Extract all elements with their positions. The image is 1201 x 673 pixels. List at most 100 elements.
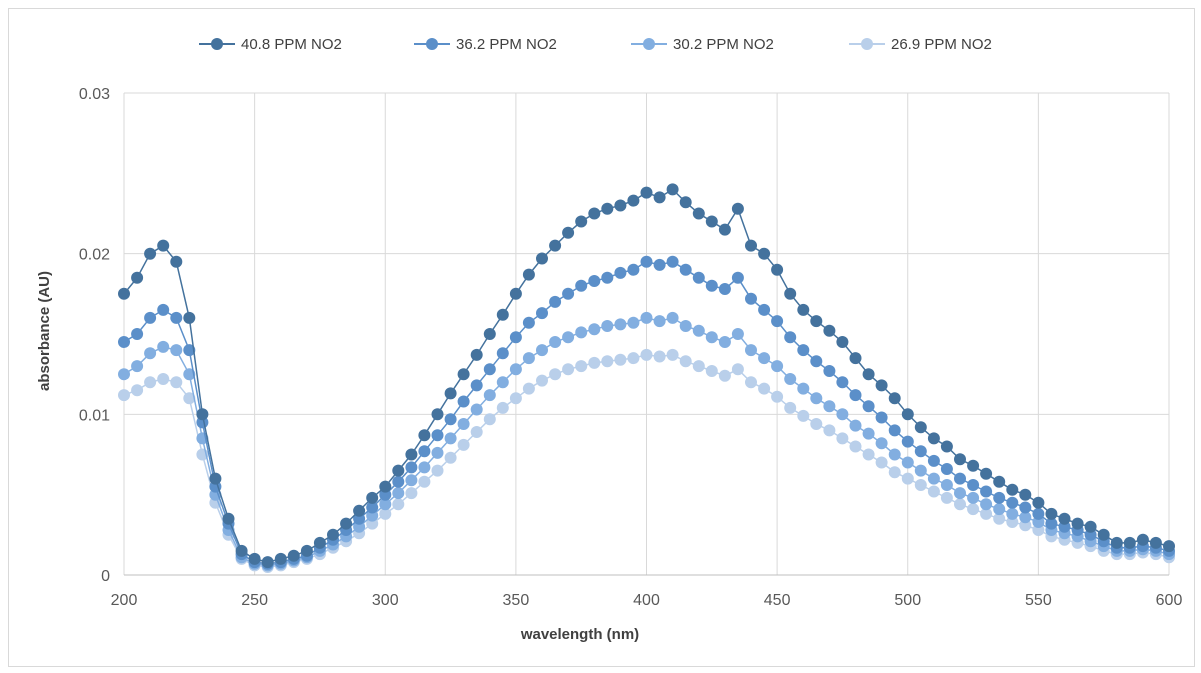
y-tick-label: 0.01 [79,407,110,424]
data-point [823,424,836,437]
legend-item: 36.2 PPM NO2 [414,36,557,53]
data-point [888,424,901,437]
data-point [1019,511,1032,524]
data-point [862,427,875,440]
data-point [627,316,640,329]
y-axis-title: absorbance (AU) [36,271,53,391]
data-point [1006,496,1019,509]
data-point [509,287,522,300]
data-point [731,202,744,215]
data-point [575,215,588,228]
data-point [444,432,457,445]
data-point [144,376,157,389]
data-point [183,311,196,324]
data-point [183,392,196,405]
data-point [483,389,496,402]
data-point [679,320,692,332]
data-point [927,432,940,445]
data-point [954,472,966,485]
data-point [1019,501,1032,514]
data-point [431,464,444,477]
data-point [745,292,757,305]
data-point [549,295,562,308]
data-point [522,268,535,281]
x-tick-label: 300 [372,592,399,609]
data-point [144,311,157,324]
data-point [327,528,339,541]
x-tick-label: 400 [633,592,660,609]
legend-label: 26.9 PPM NO2 [891,36,992,53]
data-point [771,390,784,403]
data-point [718,283,731,295]
x-tick-label: 450 [764,592,791,609]
data-point [980,467,993,480]
x-tick-label: 600 [1156,592,1183,609]
data-point [313,536,326,549]
y-tick-label: 0 [101,568,110,585]
data-point [235,544,248,557]
data-point [927,485,940,498]
data-point [627,194,640,207]
data-point [810,418,823,430]
data-point [810,392,823,405]
data-point [836,408,849,421]
data-point [967,491,980,504]
legend-marker [426,38,438,50]
data-point [431,408,444,421]
data-point [914,421,927,434]
data-point [496,376,509,389]
data-point [379,507,392,520]
data-point [745,239,757,252]
data-point [823,400,836,413]
x-axis-title: wavelength (nm) [520,626,639,643]
data-point [718,223,731,236]
data-point [431,446,444,459]
data-point [1071,517,1084,530]
data-point [731,271,744,284]
data-point [131,328,144,340]
data-point [470,379,483,392]
data-point [849,389,862,402]
data-point [927,454,940,467]
data-point [731,328,744,340]
data-point [771,263,784,276]
data-point [144,247,157,260]
data-point [640,186,653,199]
chart-area: 200 250 300 350 400 450 500 550 600 0 0.01 0.02 0.03… [8,8,1195,667]
data-point [575,360,588,373]
data-point [784,401,797,414]
data-point [640,348,653,361]
legend-item: 40.8 PPM NO2 [199,36,342,53]
series-0 [118,183,1175,569]
data-point [980,498,993,511]
data-point [1045,507,1058,520]
data-point [588,275,601,287]
data-point [536,374,548,387]
data-point [967,459,980,472]
data-point [875,437,888,450]
data-point [431,429,444,442]
data-point [614,266,627,279]
data-point [131,271,144,284]
data-point [940,463,953,475]
data-point [522,352,535,365]
data-point [810,355,823,368]
data-point [888,466,901,479]
data-point [954,487,966,500]
data-point [901,456,914,469]
data-point [457,395,470,408]
data-point [549,368,562,381]
data-point [522,382,535,395]
data-point [444,451,457,464]
data-point [679,263,692,276]
data-point [627,352,640,365]
data-point [601,320,614,332]
data-point [627,263,640,276]
data-point [940,491,953,504]
data-point [745,376,757,389]
legend-marker [211,38,223,50]
data-point [771,360,784,373]
data-point [562,331,575,344]
data-point [457,418,470,430]
data-point [954,453,966,466]
